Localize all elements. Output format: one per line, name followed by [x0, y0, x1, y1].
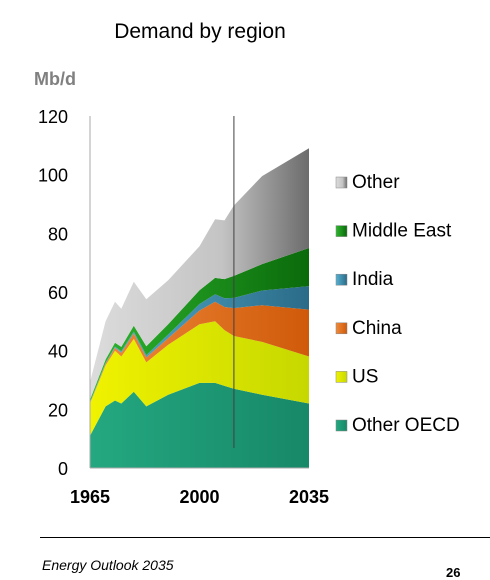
y-axis-unit-label: Mb/d [34, 69, 76, 89]
y-tick-label: 40 [48, 342, 68, 362]
y-tick-label: 60 [48, 283, 68, 303]
x-tick-label: 1965 [70, 487, 110, 507]
legend-swatch-india [335, 273, 348, 286]
legend-swatch-other-oecd [335, 419, 348, 432]
y-tick-label: 0 [58, 459, 68, 479]
legend-label-us: US [352, 366, 378, 387]
area-other-oecd [90, 382, 309, 468]
x-axis-tick-labels: 1965 2000 2035 [70, 487, 329, 507]
legend-label-middle-east: Middle East [352, 221, 452, 242]
y-tick-label: 20 [48, 400, 68, 420]
legend-label-india: India [352, 269, 394, 290]
chart-legend: Other Middle East India China US Other OECD [335, 172, 460, 436]
footer-divider [40, 537, 490, 538]
legend-swatch-other [335, 176, 348, 189]
x-tick-label: 2035 [289, 487, 329, 507]
demand-by-region-chart: Demand by region Mb/d 0 20 40 60 80 100 120 19… [34, 20, 460, 507]
footer-publication-title: Energy Outlook 2035 [42, 557, 174, 573]
area-us [90, 321, 309, 436]
y-axis-tick-labels: 0 20 40 60 80 100 120 [38, 107, 68, 479]
area-india [90, 286, 309, 403]
area-other [90, 148, 309, 400]
legend-label-other-oecd: Other OECD [352, 415, 460, 436]
legend-label-other: Other [352, 172, 400, 193]
legend-swatch-middle-east [335, 225, 348, 237]
chart-title: Demand by region [114, 20, 286, 43]
y-tick-label: 100 [38, 166, 68, 186]
legend-label-china: China [352, 318, 402, 339]
legend-swatch-china [335, 322, 348, 335]
y-tick-label: 120 [38, 107, 68, 127]
area-series-group [90, 148, 309, 468]
y-tick-label: 80 [48, 224, 68, 244]
area-middle-east [90, 248, 309, 403]
x-tick-label: 2000 [179, 487, 219, 507]
legend-swatch-us [335, 371, 348, 383]
page-number: 26 [446, 565, 461, 580]
area-china [90, 301, 309, 404]
